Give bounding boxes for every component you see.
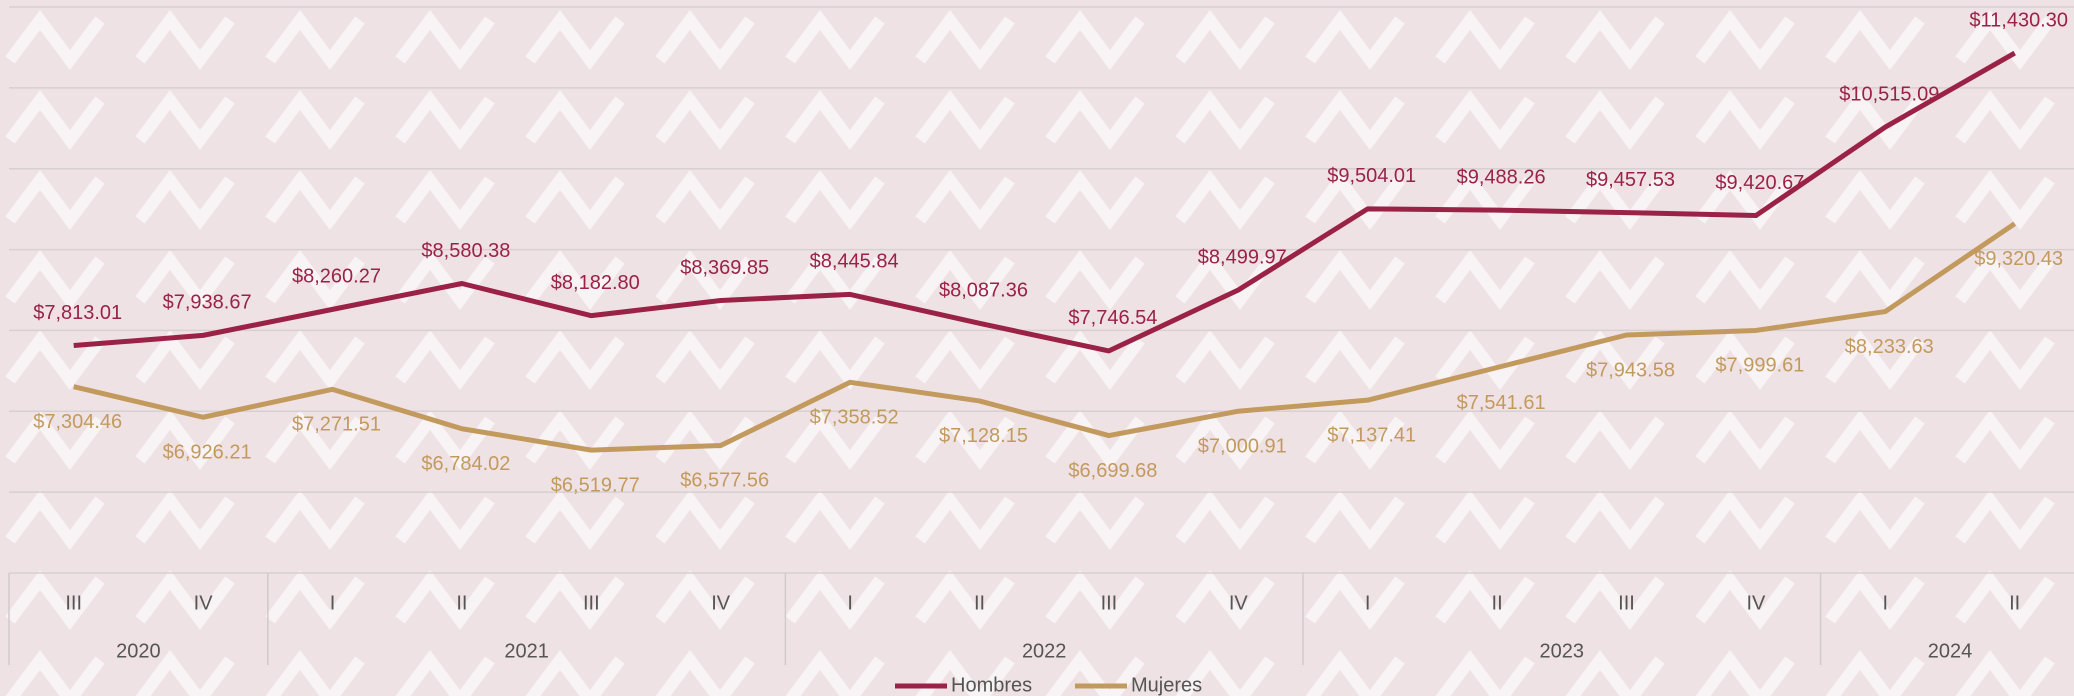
- data-label: $8,580.38: [421, 240, 510, 262]
- x-group-label: 2020: [116, 640, 161, 662]
- data-label: $6,784.02: [421, 453, 510, 475]
- data-label: $6,699.68: [1068, 460, 1157, 482]
- data-label: $7,541.61: [1457, 392, 1546, 414]
- legend-label: Hombres: [951, 674, 1032, 696]
- data-label: $8,445.84: [810, 251, 899, 273]
- x-tick-label: III: [583, 592, 600, 614]
- x-tick-label: II: [2009, 592, 2020, 614]
- x-tick-label: IV: [194, 592, 214, 614]
- x-tick-label: II: [1492, 592, 1503, 614]
- data-label: $7,128.15: [939, 425, 1028, 447]
- data-label: $8,087.36: [939, 280, 1028, 302]
- x-tick-label: I: [847, 592, 853, 614]
- x-tick-label: II: [974, 592, 985, 614]
- data-label: $6,519.77: [551, 474, 640, 496]
- x-tick-label: I: [1883, 592, 1889, 614]
- x-tick-label: IV: [1746, 592, 1766, 614]
- x-tick-label: IV: [711, 592, 731, 614]
- x-group-label: 2021: [504, 640, 549, 662]
- data-label: $6,926.21: [163, 442, 252, 464]
- data-label: $7,746.54: [1068, 307, 1157, 329]
- data-label: $9,488.26: [1457, 166, 1546, 188]
- x-tick-label: III: [65, 592, 82, 614]
- x-group-label: 2022: [1022, 640, 1067, 662]
- x-group-label: 2023: [1540, 640, 1585, 662]
- data-label: $8,499.97: [1198, 246, 1287, 268]
- data-label: $7,000.91: [1198, 435, 1287, 457]
- x-tick-label: I: [1365, 592, 1371, 614]
- data-label: $8,260.27: [292, 266, 381, 288]
- data-label: $6,577.56: [680, 470, 769, 492]
- data-label: $9,420.67: [1715, 172, 1804, 194]
- data-label: $7,938.67: [163, 292, 252, 314]
- data-label: $10,515.09: [1839, 83, 1939, 105]
- data-label: $7,358.52: [810, 407, 899, 429]
- data-label: $11,430.30: [1969, 9, 2068, 31]
- data-label: $7,999.61: [1715, 355, 1804, 377]
- data-label: $8,369.85: [680, 257, 769, 279]
- data-label: $9,504.01: [1327, 165, 1416, 187]
- data-label: $8,182.80: [551, 272, 640, 294]
- x-tick-label: III: [1101, 592, 1118, 614]
- x-group-label: 2024: [1928, 640, 1973, 662]
- chart: IIIIVIIIIIIIVIIIIIIIVIIIIIIIVIII20202021…: [0, 0, 2074, 696]
- data-label: $7,813.01: [33, 302, 122, 324]
- data-label: $7,137.41: [1327, 424, 1416, 446]
- data-label: $9,457.53: [1586, 169, 1675, 191]
- data-label: $7,943.58: [1586, 359, 1675, 381]
- x-tick-label: IV: [1229, 592, 1249, 614]
- data-label: $7,271.51: [292, 414, 381, 436]
- page: {"chart_data": {"type": "line", "categor…: [0, 0, 2074, 696]
- data-label: $8,233.63: [1845, 336, 1934, 358]
- x-tick-label: III: [1618, 592, 1635, 614]
- data-label: $9,320.43: [1974, 248, 2063, 270]
- x-tick-label: I: [330, 592, 336, 614]
- legend-label: Mujeres: [1131, 674, 1202, 696]
- x-tick-label: II: [456, 592, 467, 614]
- data-label: $7,304.46: [33, 411, 122, 433]
